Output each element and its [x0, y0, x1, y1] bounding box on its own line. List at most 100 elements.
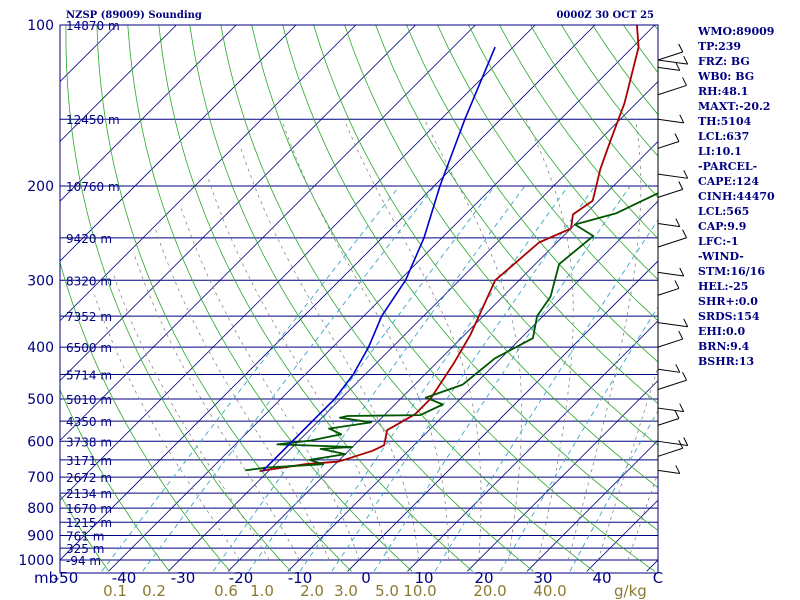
wind-barb: [657, 237, 687, 248]
height-label: 2134 m: [66, 487, 112, 501]
moist-adiabat-line: [154, 228, 330, 561]
wind-barb: [657, 84, 687, 96]
pressure-tick-label: 1000: [18, 553, 54, 569]
wind-barb: [657, 418, 680, 426]
moist-adiabat-line: [597, 365, 658, 561]
isotherm-line: [407, 320, 658, 572]
wind-barb: [657, 66, 680, 71]
moist-adiabat-line: [112, 272, 270, 561]
mixing-ratio-line: [142, 185, 435, 572]
index-line: EHI:0.0: [698, 325, 745, 338]
index-line: MAXT:-20.2: [698, 100, 770, 113]
index-line: TH:5104: [698, 115, 752, 128]
isotherm-line: [108, 25, 656, 572]
dry-adiabat-line: [127, 25, 413, 572]
wind-barb: [657, 469, 680, 474]
mixing-ratio-unit: g/kg: [614, 582, 647, 600]
height-label: 4350 m: [66, 415, 112, 429]
height-label: 6500 m: [66, 341, 112, 355]
dry-adiabat-line: [251, 25, 655, 572]
dry-adiabat-line: [468, 25, 658, 281]
index-line: LI:10.1: [698, 145, 742, 158]
temperature-tick-label: 0: [361, 569, 371, 587]
temperature-tick-label: 40: [592, 569, 611, 587]
wind-barb-feather: [675, 364, 681, 373]
pressure-tick-label: 300: [27, 273, 54, 289]
index-line: LFC:-1: [698, 235, 739, 248]
isotherm-line: [466, 380, 658, 572]
wind-barb-feather: [675, 218, 681, 227]
wind-barb-feather: [678, 330, 684, 340]
dry-adiabat-line: [189, 25, 534, 572]
moist-adiabat-line: [343, 119, 482, 561]
wind-barb-feather: [682, 229, 687, 238]
wind-barb: [657, 59, 688, 65]
mixing-ratio-line: [101, 185, 400, 572]
mixing-ratio-label: 10.0: [403, 582, 436, 600]
index-line: HEL:-25: [698, 280, 748, 293]
pressure-tick-label: 900: [27, 529, 54, 545]
wind-barb-feather: [674, 133, 680, 142]
mixing-ratio-line: [212, 185, 496, 572]
wind-barb-feather: [683, 318, 689, 328]
height-label: 9420 m: [66, 232, 112, 246]
temperature-trace: [259, 25, 640, 472]
index-line: BRN:9.4: [698, 340, 750, 353]
dry-adiabat-line: [778, 25, 800, 571]
dry-adiabat-line: [60, 493, 110, 572]
wind-barb: [657, 271, 684, 277]
temperature-tick-label: -10: [288, 569, 313, 587]
wind-barb: [657, 223, 680, 228]
isotherm-line: [60, 25, 596, 561]
wind-barb: [657, 51, 683, 61]
moist-adiabat-line: [525, 119, 574, 561]
dry-adiabat-line: [406, 25, 658, 363]
wind-barb: [657, 338, 683, 348]
mixing-ratio-label: 0.6: [214, 582, 238, 600]
mixing-ratio-label: 0.2: [142, 582, 166, 600]
height-label: 5714 m: [66, 368, 112, 382]
wind-barb-feather: [675, 62, 681, 71]
mixing-ratio-line: [331, 185, 596, 572]
mixing-ratio-line: [299, 185, 569, 572]
dry-adiabat-line: [96, 25, 352, 572]
wind-barb-feather: [674, 280, 680, 289]
mixing-ratio-line: [373, 185, 631, 572]
index-line: FRZ: BG: [698, 55, 750, 68]
sounding-traces: [245, 25, 658, 472]
wind-barb-feather: [675, 465, 681, 474]
isotherm-line: [60, 25, 237, 202]
height-label: 2672 m: [66, 471, 112, 485]
mixing-ratio-label: 0.1: [103, 582, 127, 600]
height-label: 1670 m: [66, 502, 112, 516]
parcel-trace: [261, 46, 496, 472]
temperature-tick-label: -30: [171, 569, 196, 587]
pressure-tick-label: 600: [27, 434, 54, 450]
index-line: CAP:9.9: [698, 220, 746, 233]
wind-barb: [657, 407, 684, 413]
isotherm-line: [526, 439, 658, 572]
moist-adiabat-line: [627, 471, 658, 561]
temperature-tick-label: 30: [533, 569, 552, 587]
isotherm-line: [60, 25, 357, 322]
wind-barb-feather: [679, 403, 685, 412]
temperature-tick-label: 10: [414, 569, 433, 587]
pressure-tick-label: 100: [27, 18, 54, 34]
wind-barb: [657, 173, 688, 179]
height-label: 325 m: [66, 542, 104, 556]
dewpoint-trace: [245, 192, 658, 472]
wind-barb: [657, 188, 683, 198]
moist-adiabat-line: [134, 255, 300, 561]
wind-barb: [657, 368, 680, 373]
index-line: TP:239: [698, 40, 741, 53]
height-label: 14870 m: [66, 19, 120, 33]
index-line: CAPE:124: [698, 175, 759, 188]
station-title: NZSP (89009) Sounding: [66, 10, 202, 21]
index-line: LCL:637: [698, 130, 749, 143]
isotherm-line: [60, 25, 416, 382]
dry-adiabat-line: [60, 388, 170, 572]
mixing-ratio-label: 1.0: [250, 582, 274, 600]
index-line: SRDS:154: [698, 310, 760, 323]
